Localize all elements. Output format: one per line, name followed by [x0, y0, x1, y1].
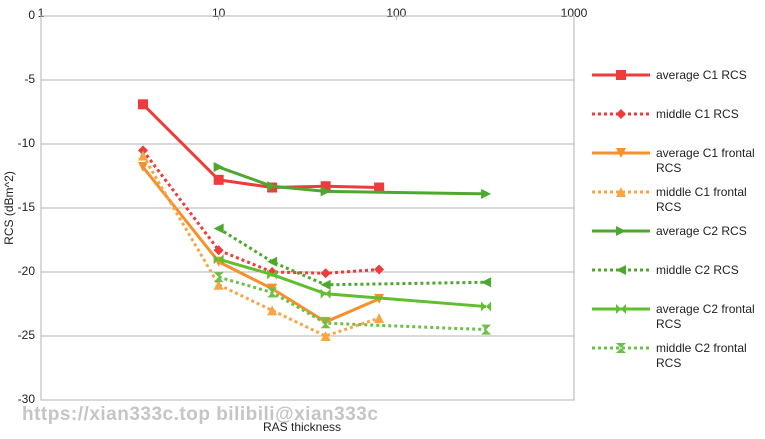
- plot-border: [40, 15, 575, 401]
- x-tick-label: 1000: [561, 6, 588, 20]
- series-line: [141, 149, 380, 275]
- legend-label: average C1 RCS: [656, 68, 747, 82]
- marker: [137, 99, 148, 110]
- series-line: [218, 257, 487, 309]
- y-axis-label: RCS (dBm^2): [2, 171, 16, 245]
- marker: [213, 279, 224, 290]
- legend-marker: [616, 187, 626, 197]
- marker: [267, 181, 278, 192]
- marker: [137, 150, 148, 161]
- marker: [320, 279, 331, 290]
- legend-marker: [616, 265, 626, 275]
- marker: [481, 324, 492, 335]
- y-tick-label: -25: [18, 328, 36, 342]
- marker: [213, 272, 224, 283]
- x-tick-label: 1: [38, 6, 45, 20]
- marker: [213, 162, 224, 173]
- marker: [213, 254, 224, 265]
- marker: [320, 318, 331, 329]
- y-tick-label: -20: [18, 264, 36, 278]
- y-tick-label: 0: [28, 8, 35, 22]
- series-line: [141, 103, 380, 190]
- series-line: [217, 227, 487, 287]
- legend-label: middle C2 frontal RCS: [656, 341, 747, 370]
- watermark: https://xian333c.top bilibili@xian333c: [22, 404, 379, 425]
- series-line: [218, 165, 487, 196]
- marker: [320, 268, 331, 279]
- x-tick-label: 100: [386, 6, 406, 20]
- marker: [213, 245, 224, 256]
- legend-label: middle C1 frontal RCS: [656, 185, 747, 214]
- legend-marker: [616, 304, 626, 314]
- marker: [320, 331, 331, 341]
- marker: [374, 264, 385, 275]
- marker: [213, 174, 224, 185]
- marker: [374, 182, 385, 193]
- legend-label: average C2 RCS: [656, 224, 747, 238]
- marker: [137, 162, 148, 173]
- y-tick-label: -15: [18, 200, 36, 214]
- marker: [481, 301, 492, 312]
- marker: [213, 223, 224, 234]
- marker: [374, 313, 385, 324]
- legend-marker: [616, 343, 626, 353]
- legend-marker: [616, 226, 626, 236]
- legend-label: average C1 frontal RCS: [656, 146, 755, 175]
- marker: [481, 188, 492, 199]
- y-tick-label: -10: [18, 136, 36, 150]
- marker: [267, 269, 278, 280]
- legend-marker: [616, 148, 626, 158]
- legend-marker: [616, 70, 626, 80]
- marker: [267, 305, 278, 316]
- legend-label: middle C1 RCS: [656, 107, 739, 121]
- series-line: [218, 275, 487, 332]
- marker: [267, 287, 278, 298]
- legend-label: middle C2 RCS: [656, 263, 739, 277]
- marker: [320, 288, 331, 299]
- x-axis-label: RAS thickness: [263, 420, 341, 434]
- marker: [481, 277, 492, 288]
- legend-label: average C2 frontal RCS: [656, 302, 755, 331]
- legend-marker: [616, 109, 626, 119]
- x-tick-label: 10: [212, 6, 226, 20]
- marker: [267, 256, 278, 267]
- y-tick-label: -30: [18, 392, 36, 406]
- marker: [320, 186, 331, 197]
- y-tick-label: -5: [24, 72, 35, 86]
- marker: [137, 145, 148, 156]
